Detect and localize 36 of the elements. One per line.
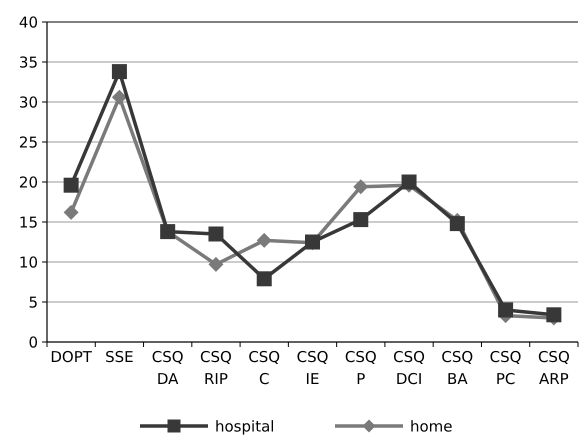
- point: [450, 216, 465, 232]
- point: [546, 307, 562, 322]
- y-tick-label: 0: [28, 333, 38, 352]
- point: [353, 212, 368, 228]
- y-tick-label: 10: [18, 253, 38, 272]
- x-tick-label: CSQ RIP: [200, 348, 232, 388]
- legend-label: hospital: [215, 417, 274, 436]
- point: [256, 232, 272, 248]
- x-tick-label: CSQ DCI: [393, 348, 425, 388]
- x-tick-label: CSQ ARP: [538, 348, 570, 388]
- point: [208, 226, 224, 242]
- point: [256, 271, 272, 286]
- point: [112, 90, 127, 105]
- x-tick-label: CSQ BA: [441, 348, 474, 388]
- x-tick-label: CSQ PC: [490, 348, 522, 388]
- point: [64, 178, 79, 193]
- y-tick-label: 15: [18, 213, 38, 232]
- y-tick-label: 20: [18, 173, 38, 192]
- y-tick-label: 40: [18, 13, 38, 32]
- y-tick-label: 5: [28, 293, 38, 312]
- point: [402, 174, 417, 190]
- x-tick-label: DOPT: [50, 348, 93, 366]
- point: [353, 179, 368, 194]
- x-tick-label: CSQ C: [248, 348, 280, 388]
- point: [64, 204, 79, 220]
- x-tick-label: SSE: [105, 348, 134, 366]
- y-tick-label: 35: [18, 53, 38, 72]
- point: [498, 302, 514, 318]
- y-tick-label: 25: [18, 133, 38, 152]
- point: [208, 256, 224, 272]
- legend-label: home: [410, 417, 453, 436]
- y-tick-label: 30: [18, 93, 38, 112]
- point: [112, 64, 127, 80]
- x-tick-label: CSQ P: [344, 348, 377, 388]
- x-tick-label: CSQ IE: [296, 348, 328, 388]
- x-tick-label: CSQ DA: [152, 348, 184, 388]
